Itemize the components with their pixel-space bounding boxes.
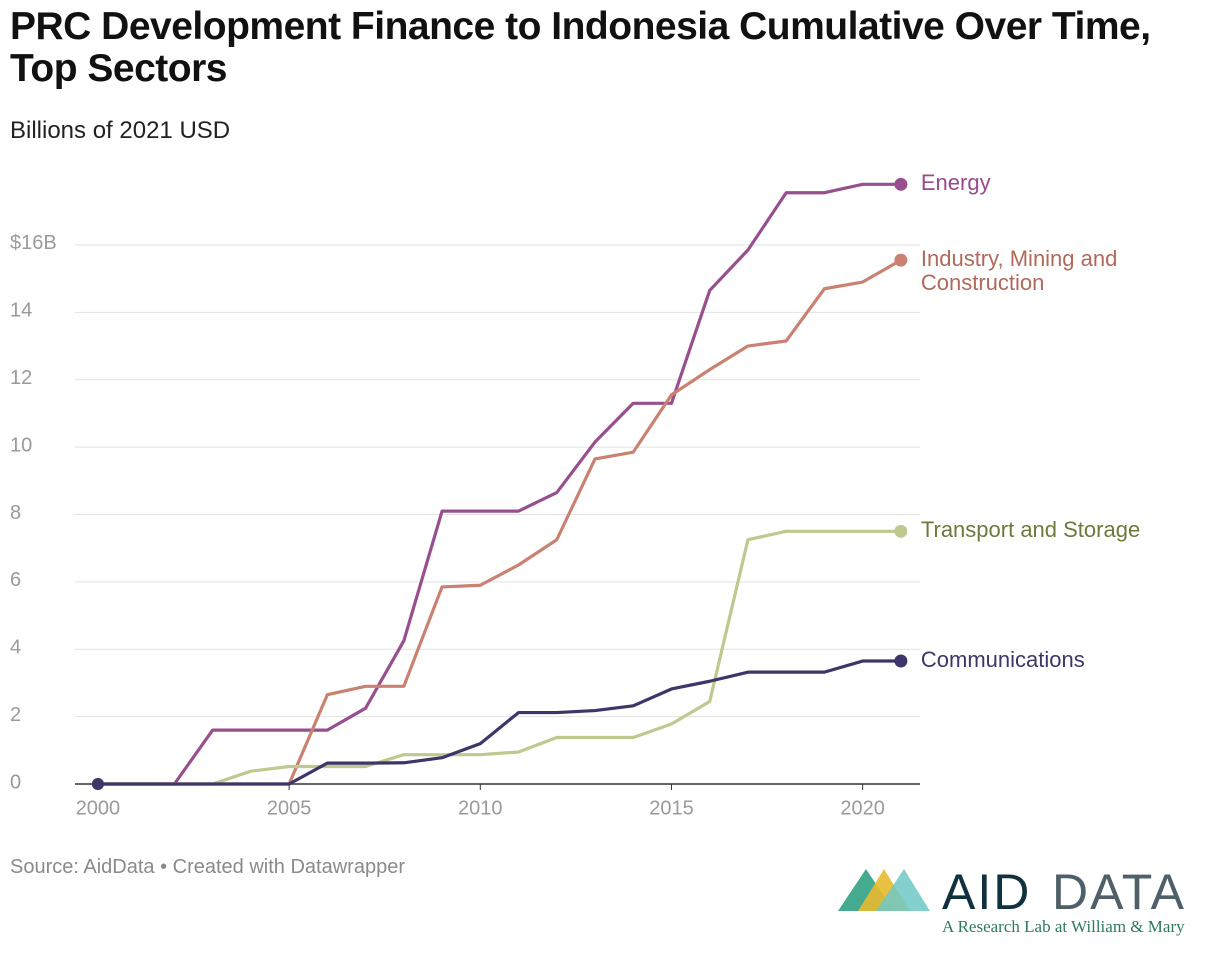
- y-tick-label: $16B: [10, 232, 57, 254]
- end-dot: [894, 524, 908, 538]
- x-tick-label: 2020: [840, 797, 885, 819]
- series-label: Communications: [920, 647, 1085, 673]
- y-tick-label: 10: [10, 434, 32, 456]
- logo: AID DATA A Research Lab at William & Mar…: [838, 864, 1186, 936]
- x-tick-label: 2015: [649, 797, 694, 819]
- logo-triangle: [876, 869, 930, 911]
- y-tick-label: 4: [10, 637, 21, 659]
- series-label: Transport and Storage: [920, 517, 1141, 543]
- series-label: Industry, Mining and Construction: [920, 246, 1118, 296]
- y-tick-label: 8: [10, 502, 21, 524]
- line: [97, 529, 901, 786]
- line: [97, 182, 901, 786]
- start-dot: [91, 778, 104, 790]
- x-tick-label: 2010: [458, 797, 503, 819]
- logo-text: AID: [942, 864, 1031, 920]
- logo-tagline: A Research Lab at William & Mary: [942, 917, 1185, 936]
- line: [97, 258, 902, 786]
- end-dot: [894, 253, 908, 267]
- end-dot: [894, 177, 908, 191]
- end-dot: [894, 654, 908, 668]
- chart-subtitle: Billions of 2021 USD: [10, 117, 231, 144]
- chart-title: PRC Development Finance to Indonesia Cum…: [10, 5, 1151, 90]
- line: [97, 659, 901, 786]
- y-tick-label: 0: [10, 771, 21, 793]
- x-tick-label: 2000: [76, 797, 121, 819]
- x-tick-label: 2005: [267, 797, 312, 819]
- source-note: Source: AidData • Created with Datawrapp…: [10, 856, 405, 878]
- y-tick-label: 12: [10, 367, 32, 389]
- series-label: Energy: [920, 170, 991, 196]
- logo-text: DATA: [1052, 864, 1186, 920]
- y-tick-label: 2: [10, 704, 21, 726]
- y-tick-label: 14: [10, 300, 32, 322]
- y-tick-label: 6: [10, 569, 21, 591]
